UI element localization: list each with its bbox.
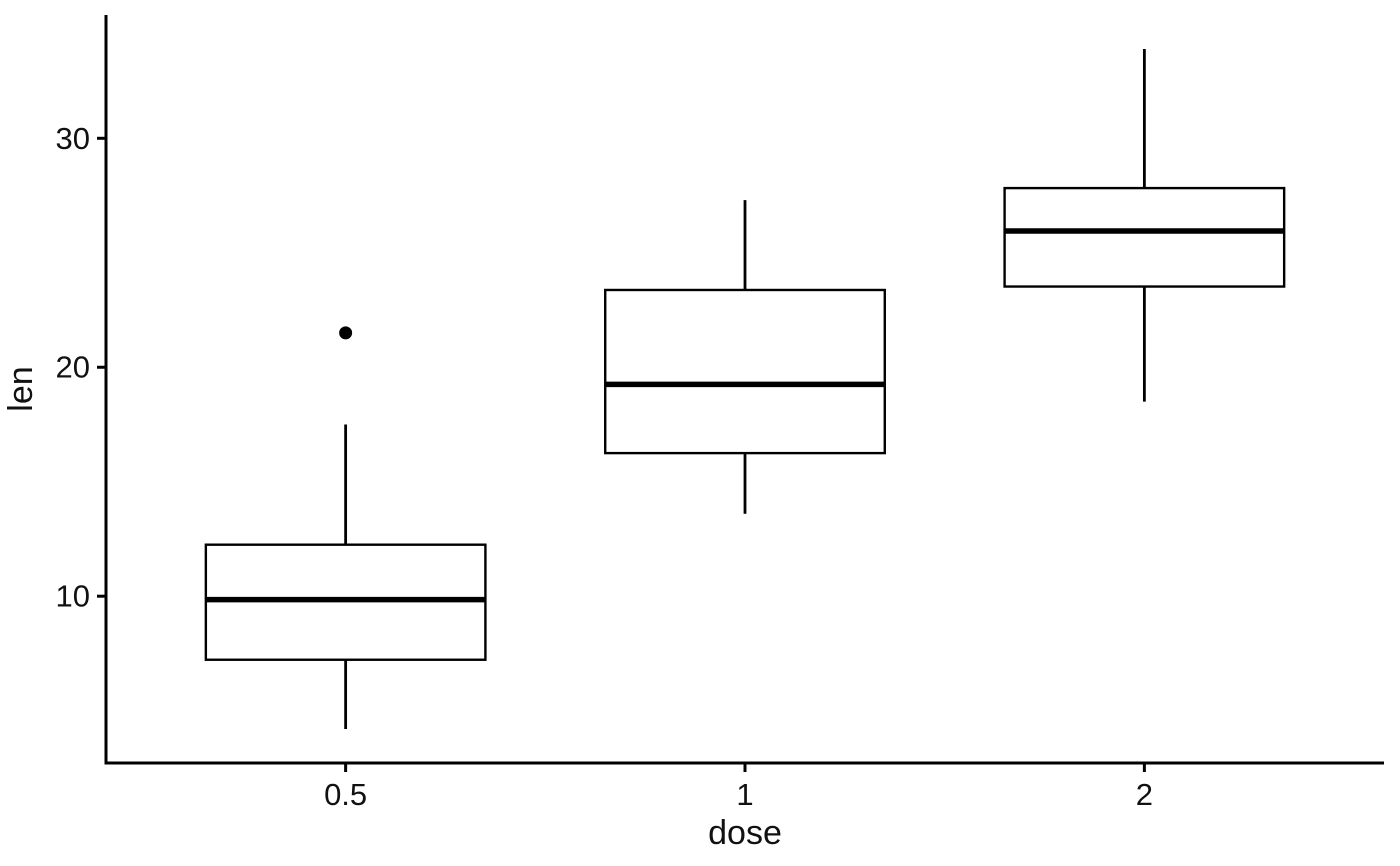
y-axis-title: len bbox=[2, 366, 40, 411]
x-tick-label: 2 bbox=[1136, 777, 1153, 812]
y-tick-label: 20 bbox=[56, 350, 90, 385]
box-group-dose-2 bbox=[1003, 49, 1286, 402]
y-tick-label: 10 bbox=[56, 579, 90, 614]
box-group-dose-0-5 bbox=[204, 326, 487, 729]
x-axis-title: dose bbox=[708, 814, 782, 852]
y-tick-label: 30 bbox=[56, 121, 90, 156]
x-tick-label: 1 bbox=[736, 777, 753, 812]
axes: 10 20 30 0.5 1 2 dose len bbox=[2, 15, 1384, 852]
iqr-box bbox=[1003, 186, 1286, 288]
iqr-box bbox=[604, 288, 886, 455]
x-tick-label: 0.5 bbox=[324, 777, 367, 812]
box-group-dose-1 bbox=[604, 200, 886, 514]
outlier-point bbox=[339, 326, 353, 340]
